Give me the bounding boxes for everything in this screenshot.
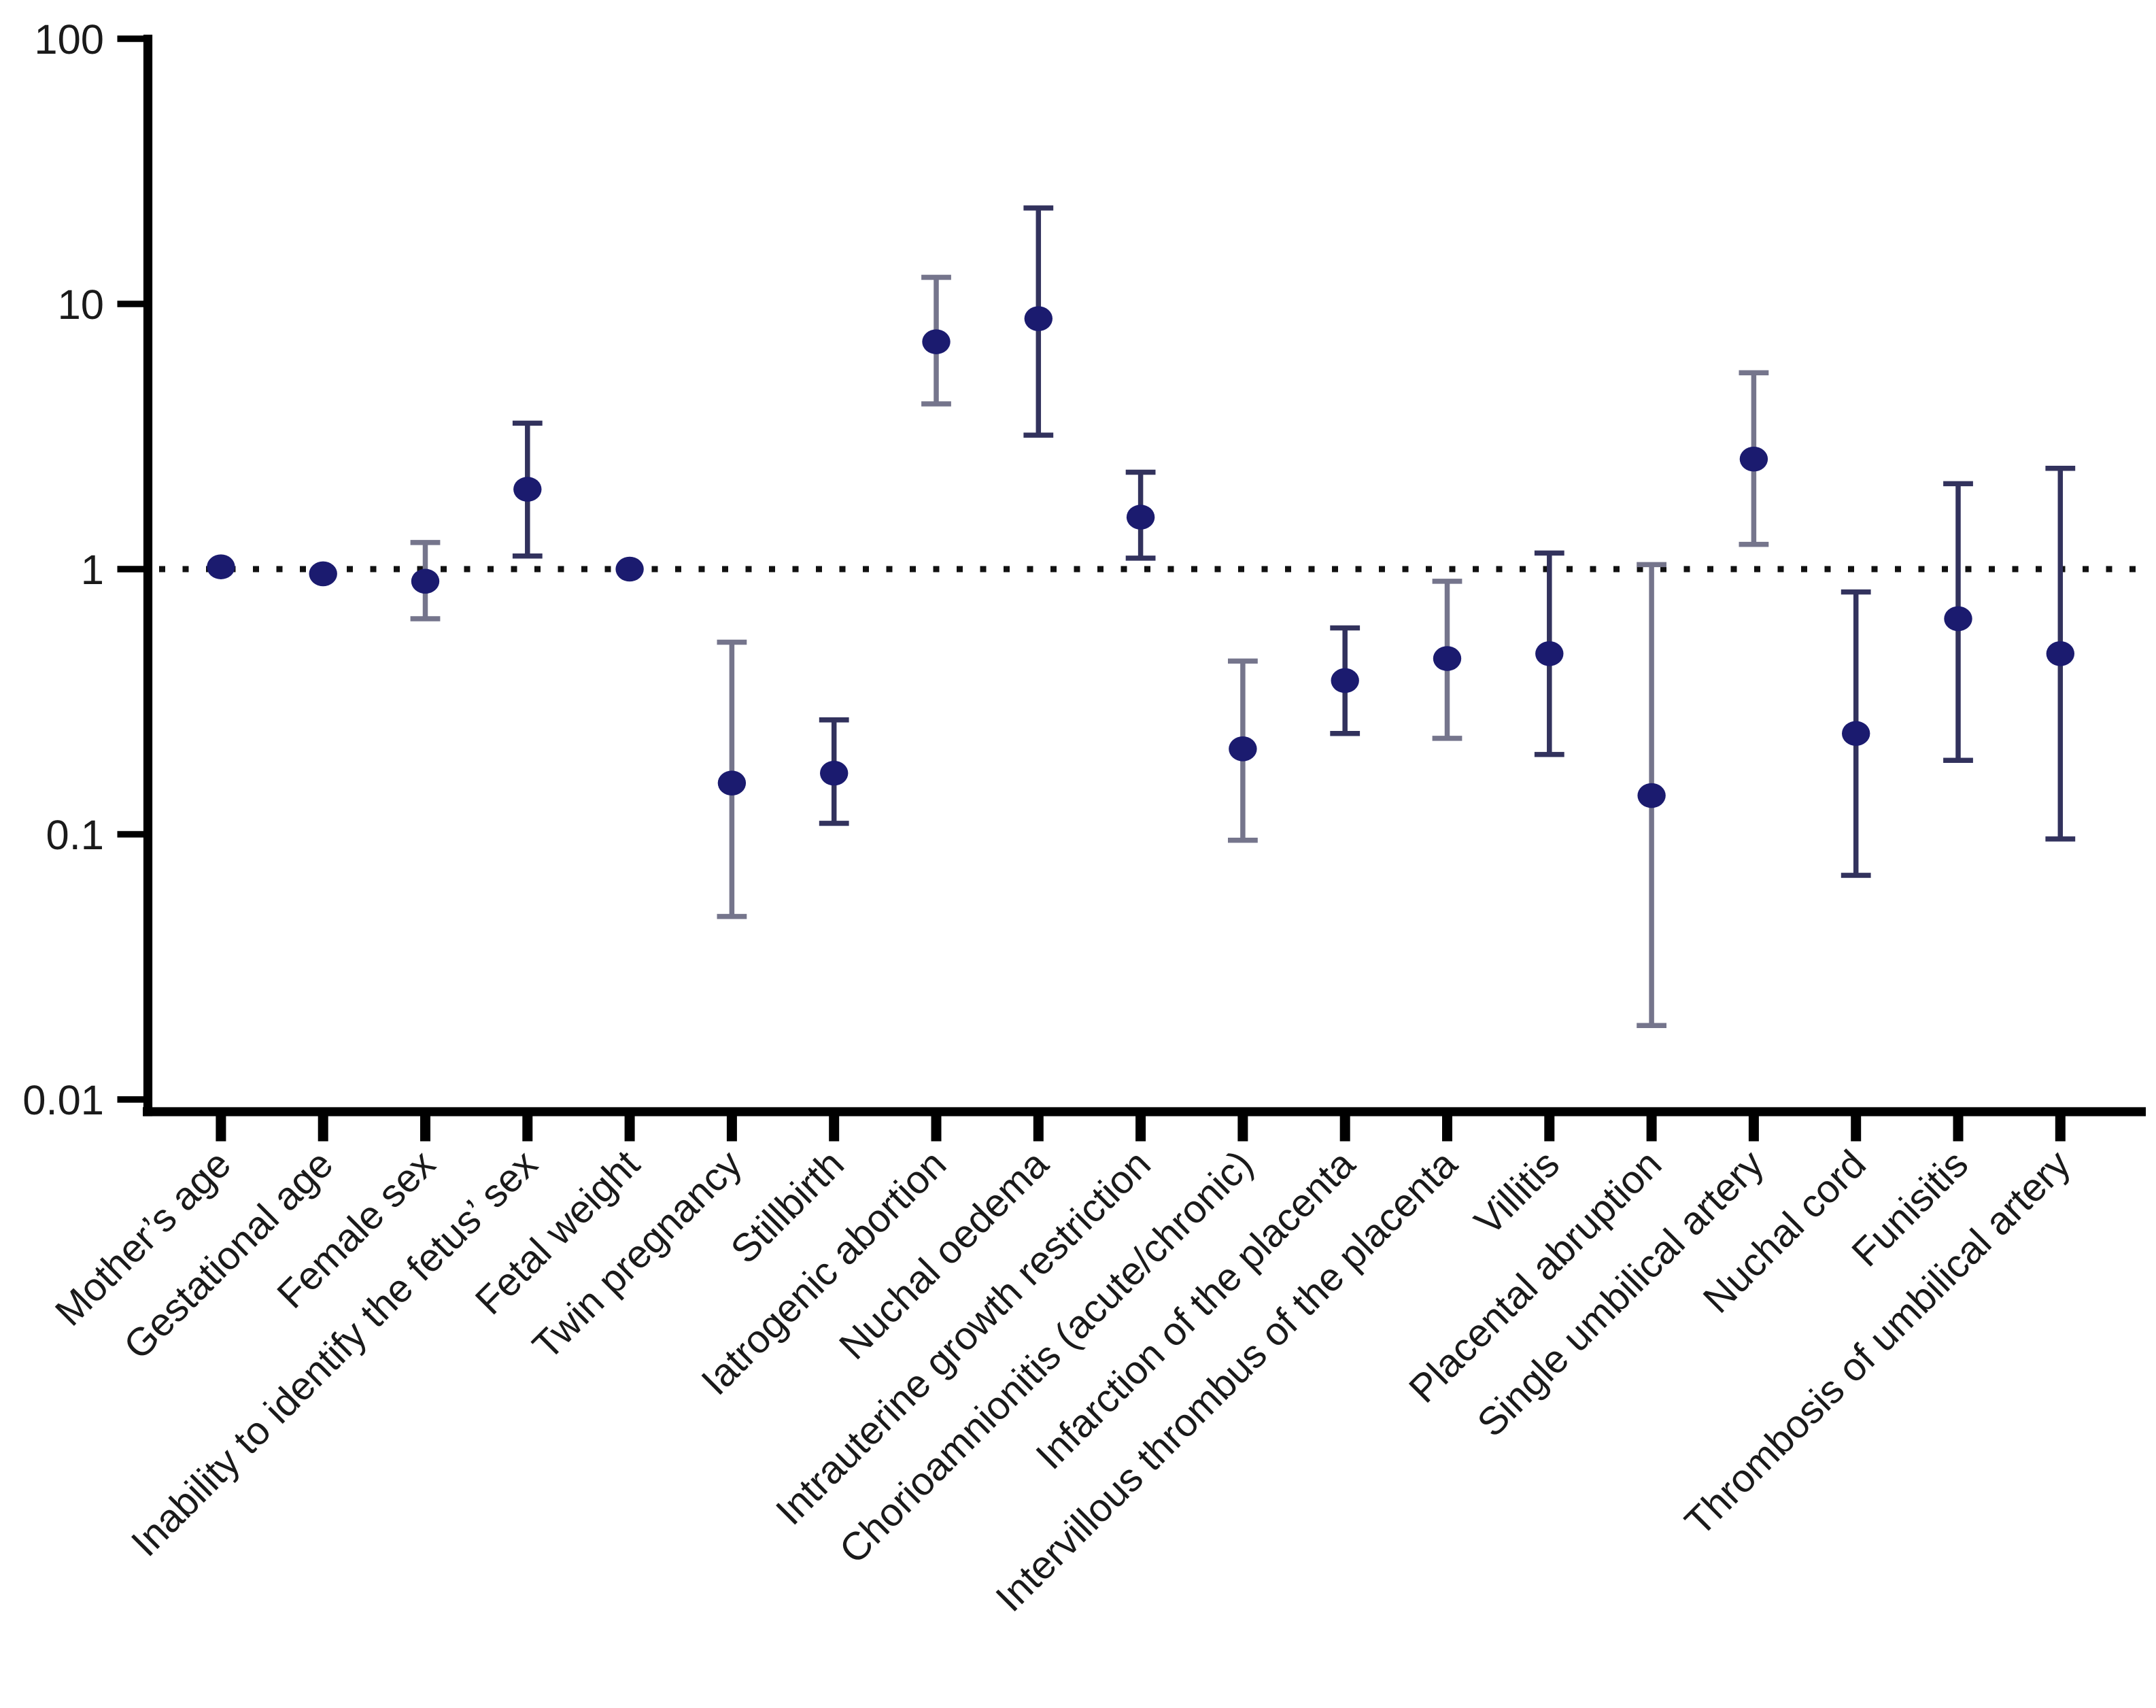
x-axis-label: Mother’s age [47,1142,239,1335]
y-axis-tick-label: 0.1 [46,812,105,859]
point-marker [411,568,440,594]
point-marker [513,477,542,502]
point-marker [1229,736,1257,762]
y-axis-tick-label: 10 [58,281,104,328]
point-marker [309,561,337,587]
y-axis-tick-label: 1 [81,547,104,594]
point-marker [1024,306,1053,331]
point-marker [207,554,235,579]
x-axis-label: Intrauterine growth restriction [768,1142,1159,1533]
point-marker [820,760,849,786]
point-marker [922,329,951,354]
point-marker [1944,606,1972,632]
point-marker [1331,668,1359,694]
point-marker [1842,721,1870,747]
point-marker [717,770,747,796]
point-marker [1739,446,1768,472]
point-marker [1433,646,1462,671]
point-marker [2046,641,2074,666]
point-marker [1126,505,1155,530]
y-axis-tick-label: 100 [34,16,104,63]
point-marker [615,556,644,582]
point-marker [1535,641,1564,666]
y-axis-tick-label: 0.01 [22,1077,104,1124]
point-marker [1637,783,1666,808]
